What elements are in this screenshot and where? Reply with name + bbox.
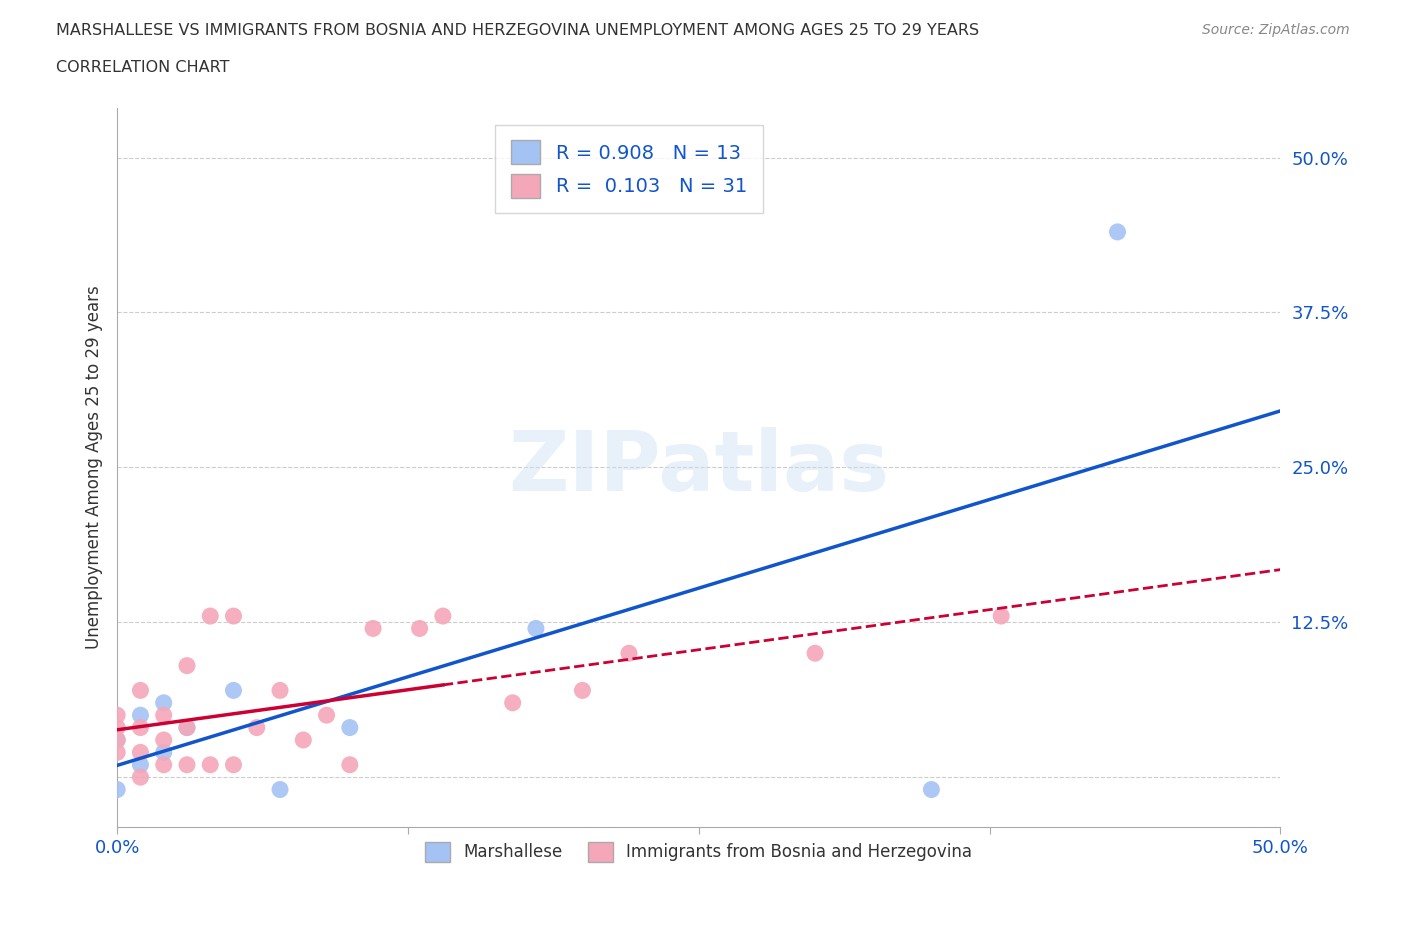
Point <box>152 696 174 711</box>
Point <box>129 708 152 723</box>
Point <box>129 720 152 735</box>
Point <box>105 720 128 735</box>
Point <box>222 757 245 772</box>
Point <box>408 621 430 636</box>
Point <box>129 757 152 772</box>
Y-axis label: Unemployment Among Ages 25 to 29 years: Unemployment Among Ages 25 to 29 years <box>86 286 103 649</box>
Point <box>432 608 454 623</box>
Point <box>361 621 384 636</box>
Point <box>222 683 245 698</box>
Point <box>571 683 593 698</box>
Point <box>292 733 315 748</box>
Legend: Marshallese, Immigrants from Bosnia and Herzegovina: Marshallese, Immigrants from Bosnia and … <box>419 835 979 869</box>
Text: ZIPatlas: ZIPatlas <box>508 427 889 508</box>
Point <box>105 733 128 748</box>
Point <box>152 733 174 748</box>
Point <box>804 645 827 660</box>
Point <box>502 696 524 711</box>
Point <box>200 757 222 772</box>
Point <box>129 770 152 785</box>
Point <box>176 720 198 735</box>
Point <box>339 757 361 772</box>
Text: MARSHALLESE VS IMMIGRANTS FROM BOSNIA AND HERZEGOVINA UNEMPLOYMENT AMONG AGES 25: MARSHALLESE VS IMMIGRANTS FROM BOSNIA AN… <box>56 23 980 38</box>
Point <box>269 782 291 797</box>
Point <box>315 708 337 723</box>
Point <box>176 757 198 772</box>
Point <box>176 720 198 735</box>
Point <box>152 757 174 772</box>
Point <box>105 782 128 797</box>
Text: Source: ZipAtlas.com: Source: ZipAtlas.com <box>1202 23 1350 37</box>
Point <box>105 733 128 748</box>
Point <box>524 621 547 636</box>
Point <box>129 683 152 698</box>
Point <box>152 745 174 760</box>
Point <box>200 608 222 623</box>
Point <box>920 782 942 797</box>
Point <box>152 708 174 723</box>
Point <box>617 645 640 660</box>
Point <box>105 745 128 760</box>
Point <box>339 720 361 735</box>
Point <box>1107 224 1129 239</box>
Point <box>176 658 198 673</box>
Point <box>246 720 269 735</box>
Point <box>222 608 245 623</box>
Point <box>990 608 1012 623</box>
Point <box>129 745 152 760</box>
Text: CORRELATION CHART: CORRELATION CHART <box>56 60 229 75</box>
Point <box>269 683 291 698</box>
Point <box>105 708 128 723</box>
